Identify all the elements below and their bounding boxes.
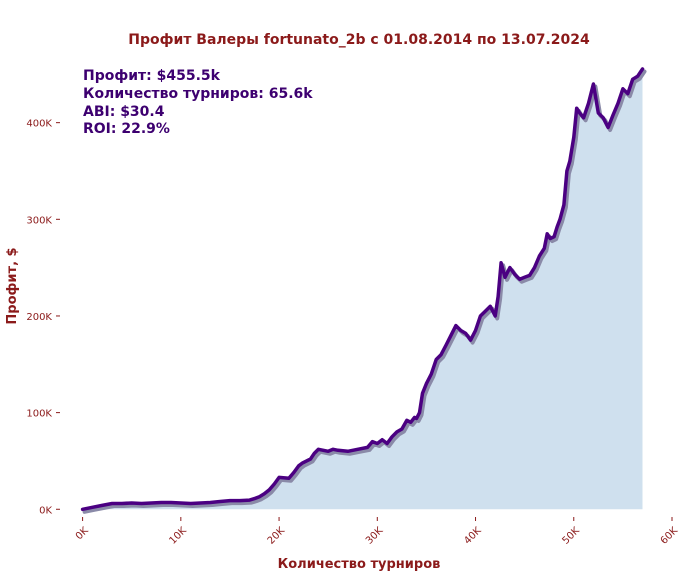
x-tick-label: 10K	[168, 525, 190, 547]
x-tick-label: 50K	[560, 525, 582, 547]
y-tick-label: 100K	[26, 409, 52, 420]
x-axis-ticks: 0K 10K 20K 30K 40K 50K 60K	[74, 517, 681, 547]
stat-profit: Профит: $455.5k	[83, 68, 221, 84]
y-tick-label: 0K	[39, 505, 52, 516]
x-tick-label: 20K	[266, 525, 288, 547]
profit-area-fill	[82, 69, 643, 510]
x-axis-label: Количество турниров	[278, 557, 441, 572]
x-tick-label: 60K	[659, 525, 681, 547]
plot-area	[80, 67, 647, 514]
stat-roi: ROI: 22.9%	[83, 121, 170, 137]
profit-line	[80, 67, 645, 512]
stat-tournaments: Количество турниров: 65.6k	[83, 86, 313, 102]
x-tick-label: 40K	[462, 525, 484, 547]
y-tick-label: 200K	[26, 312, 52, 323]
chart-title: Профит Валеры fortunato_2b с 01.08.2014 …	[128, 32, 590, 48]
y-axis-label: Профит, $	[5, 247, 20, 324]
stat-abi: ABI: $30.4	[83, 104, 165, 120]
x-tick-label: 30K	[364, 525, 386, 547]
profit-line-shadow	[82, 69, 647, 514]
stats-box: Профит: $455.5k Количество турниров: 65.…	[83, 68, 313, 137]
y-tick-label: 400K	[26, 119, 52, 130]
y-axis-ticks: 0K 100K 200K 300K 400K	[26, 119, 60, 516]
y-tick-label: 300K	[26, 215, 52, 226]
x-tick-label: 0K	[74, 525, 91, 542]
